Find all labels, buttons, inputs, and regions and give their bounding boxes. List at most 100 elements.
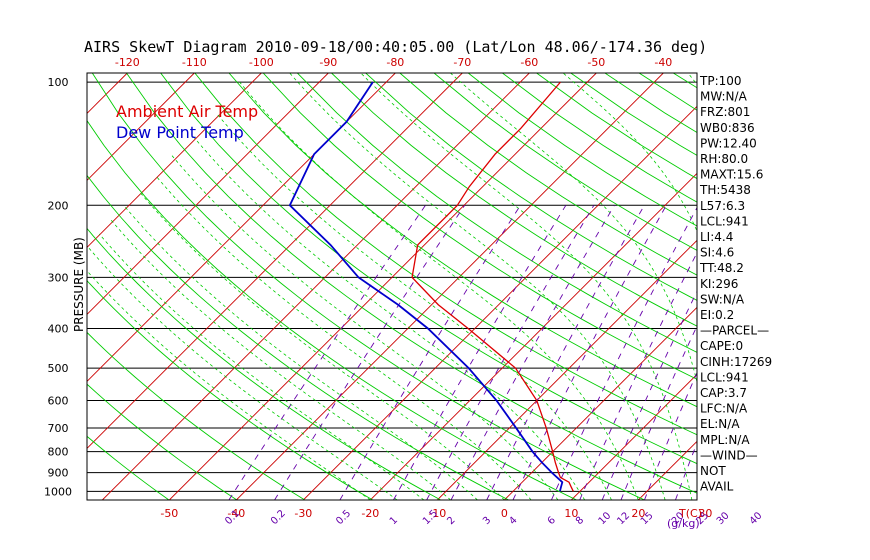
mixing-ratio-label: 2 — [445, 515, 457, 527]
pressure-label: 700 — [48, 422, 69, 435]
stat-line: SW:N/A — [700, 292, 745, 306]
mixing-ratio-label: 10 — [597, 510, 614, 527]
temp-tick-bottom: -20 — [361, 507, 379, 520]
temp-tick-top: -90 — [319, 56, 337, 69]
stat-line: L57:6.3 — [700, 199, 745, 213]
dry-adiabat-line — [742, 73, 870, 500]
temp-tick-bottom: 30 — [698, 507, 712, 520]
mixing-ratio-line — [550, 206, 697, 500]
mixing-ratio-line — [274, 205, 466, 500]
dry-adiabat-line — [126, 73, 697, 494]
stat-line: MPL:N/A — [700, 433, 750, 447]
stat-line: RH:80.0 — [700, 152, 748, 166]
mixing-ratio-label: 8 — [574, 515, 586, 527]
temp-tick-bottom: -30 — [294, 507, 312, 520]
plot-frame — [86, 72, 698, 501]
legend-ambient: Ambient Air Temp — [116, 102, 258, 121]
stat-line: KI:296 — [700, 277, 738, 291]
mixing-ratio-line — [579, 251, 697, 500]
mixing-ratio-line — [753, 205, 864, 500]
dewpoint-line — [288, 81, 564, 492]
pressure-labels: 100 200 300 400 500 600 700 800 900 1000 — [44, 76, 72, 498]
moist-adiabat-line — [138, 191, 505, 500]
stat-line: TH:5438 — [699, 183, 751, 197]
temp-tick-top: -110 — [182, 56, 207, 69]
stat-line: LCL:941 — [700, 370, 749, 384]
temp-tick-top: -40 — [654, 56, 672, 69]
isotherm-line — [571, 373, 697, 500]
stat-line: EI:0.2 — [700, 308, 734, 322]
stat-line: LI:4.4 — [700, 230, 733, 244]
moist-adiabat-line — [98, 233, 425, 500]
mixing-ratio-label: 3 — [481, 515, 493, 527]
pressure-label: 300 — [48, 271, 69, 284]
temp-tick-bottom: -10 — [428, 507, 446, 520]
temp-tick-bottom: 20 — [631, 507, 645, 520]
isotherm-line — [504, 306, 697, 500]
isotherm-line — [87, 73, 128, 114]
mixing-ratio-label: 0.5 — [334, 508, 353, 527]
isotherm-line — [102, 73, 530, 500]
dry-adiabat-line — [87, 174, 509, 500]
stat-line: CINH:17269 — [700, 355, 772, 369]
stat-line: MW:N/A — [700, 90, 748, 104]
moist-adiabat-line — [156, 176, 532, 500]
stat-line: TP:100 — [699, 74, 742, 88]
moist-adiabat-line — [450, 73, 697, 384]
moist-adiabat-line — [217, 114, 612, 500]
isotherm-line — [772, 73, 870, 500]
mixing-ratio-label: 40 — [748, 510, 765, 527]
mixing-ratio-label: 12 — [615, 510, 632, 527]
stat-line: NOT — [700, 464, 726, 478]
stat-line: FRZ:801 — [700, 105, 750, 119]
temp-ticks-top: -120 -110 -100 -90 -80 -70 -60 -50 -40 — [115, 56, 672, 69]
thermo-lines — [87, 73, 870, 500]
mixing-ratio-line — [228, 205, 426, 500]
dry-adiabat-line — [433, 73, 697, 251]
mixing-ratio-label: 30 — [715, 510, 732, 527]
temp-unit-label: T(C) — [678, 507, 702, 520]
dry-adiabat-line — [87, 119, 577, 500]
dry-adiabat-line — [87, 227, 441, 500]
temp-tick-bottom: 10 — [564, 507, 578, 520]
temp-tick-top: -70 — [453, 56, 471, 69]
dry-adiabat-line — [91, 73, 645, 500]
mixing-ratio-line — [601, 290, 697, 500]
pressure-label: 500 — [48, 362, 69, 375]
moist-adiabat-line — [289, 73, 666, 500]
y-axis-label: PRESSURE (MB) — [72, 237, 86, 332]
moist-adiabat-line — [170, 153, 559, 500]
mixing-ratio-line — [512, 205, 667, 500]
temp-tick-top: -50 — [587, 56, 605, 69]
temp-tick-top: -100 — [249, 56, 274, 69]
dry-adiabat-line — [502, 73, 697, 203]
isotherm-line — [87, 73, 195, 181]
mixing-ratio-line — [339, 205, 521, 500]
mixing-ratio-line — [644, 371, 697, 500]
mixing-ratio-line — [450, 205, 615, 500]
stat-line: —WIND— — [700, 448, 758, 462]
isotherm-line — [87, 73, 329, 315]
chart-title: AIRS SkewT Diagram 2010-09-18/00:40:05.0… — [84, 38, 707, 56]
dry-adiabat-line — [87, 280, 373, 500]
stat-line: MAXT:15.6 — [700, 168, 763, 182]
pressure-label: 600 — [48, 395, 69, 408]
moist-adiabat-line — [789, 73, 805, 500]
stat-line: LFC:N/A — [700, 402, 748, 416]
stat-line: AVAIL — [700, 480, 734, 494]
mixing-unit-label: (g/kg) — [667, 517, 700, 530]
dry-adiabat-line — [399, 73, 697, 276]
dry-adiabat-line — [297, 73, 697, 353]
dry-adiabat-line — [365, 73, 697, 301]
isotherm-line — [87, 73, 463, 449]
stat-line: LCL:941 — [700, 214, 749, 228]
moist-adiabat-line — [123, 205, 478, 500]
stat-line: CAPE:0 — [700, 339, 743, 353]
dry-adiabat-line — [467, 73, 697, 227]
isotherm-line — [839, 73, 870, 500]
pressure-label: 1000 — [44, 485, 72, 498]
mixing-ratio-line — [486, 205, 645, 500]
dry-adiabat-line — [194, 73, 697, 436]
isotherm-line — [303, 105, 697, 500]
